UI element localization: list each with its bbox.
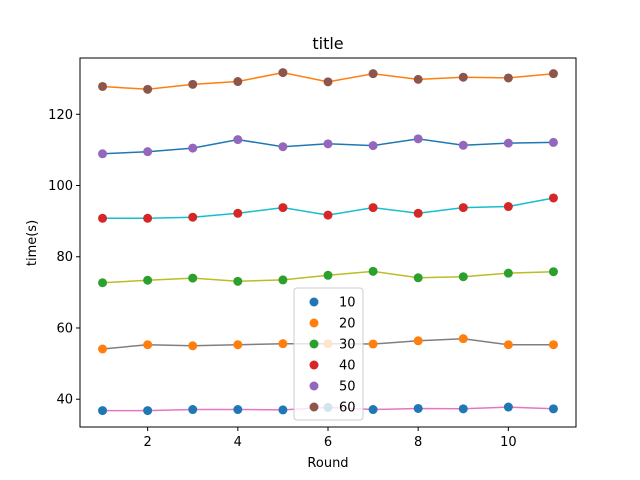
data-point-60-9 xyxy=(458,72,468,82)
data-point-30-2 xyxy=(143,275,153,285)
data-point-60-5 xyxy=(278,68,288,78)
x-tick-label-2: 2 xyxy=(143,435,151,450)
data-point-40-7 xyxy=(368,203,378,213)
y-axis-label: time(s) xyxy=(25,220,40,266)
data-point-20-10 xyxy=(503,340,513,350)
legend: 10 20 30 40 50 60 xyxy=(293,287,364,421)
legend-marker-50 xyxy=(309,381,319,391)
data-point-50-2 xyxy=(143,147,153,157)
x-tick-label-8: 8 xyxy=(414,435,422,450)
y-tick-label-80: 80 xyxy=(56,250,73,265)
legend-label-50: 50 xyxy=(339,380,356,395)
data-point-60-7 xyxy=(368,69,378,79)
data-point-40-2 xyxy=(143,213,153,223)
y-tick-label-40: 40 xyxy=(56,393,73,408)
legend-marker-30 xyxy=(309,339,319,349)
data-point-50-1 xyxy=(98,149,108,159)
data-point-20-3 xyxy=(188,341,198,351)
data-point-60-6 xyxy=(323,77,333,87)
data-point-10-11 xyxy=(548,404,558,414)
data-point-60-11 xyxy=(548,69,558,79)
data-point-50-6 xyxy=(323,139,333,149)
legend-marker-20 xyxy=(309,318,319,328)
data-point-40-10 xyxy=(503,202,513,212)
data-point-30-6 xyxy=(323,270,333,280)
data-point-30-7 xyxy=(368,266,378,276)
data-point-20-5 xyxy=(278,339,288,349)
y-tick-label-120: 120 xyxy=(48,108,73,123)
data-point-10-8 xyxy=(413,403,423,413)
data-point-10-9 xyxy=(458,404,468,414)
data-point-30-5 xyxy=(278,275,288,285)
data-point-20-11 xyxy=(548,340,558,350)
data-point-60-4 xyxy=(233,77,243,87)
legend-marker-40 xyxy=(309,360,319,370)
data-point-40-4 xyxy=(233,208,243,218)
data-point-10-5 xyxy=(278,405,288,415)
x-tick-label-4: 4 xyxy=(234,435,242,450)
data-point-40-11 xyxy=(548,193,558,203)
axes: 2 4 6 8 10 40 60 80 100 120 xyxy=(48,57,577,450)
legend-marker-60 xyxy=(309,402,319,412)
legend-label-10: 10 xyxy=(339,296,356,311)
data-point-10-7 xyxy=(368,405,378,415)
data-point-40-9 xyxy=(458,203,468,213)
data-point-40-8 xyxy=(413,208,423,218)
data-point-10-10 xyxy=(503,402,513,412)
data-point-30-8 xyxy=(413,273,423,283)
data-point-40-5 xyxy=(278,203,288,213)
data-point-50-4 xyxy=(233,135,243,145)
data-point-30-9 xyxy=(458,272,468,282)
x-tick-label-10: 10 xyxy=(500,435,517,450)
data-point-30-11 xyxy=(548,267,558,277)
x-axis-label: Round xyxy=(307,456,348,471)
data-point-60-2 xyxy=(143,84,153,94)
data-point-50-10 xyxy=(503,138,513,148)
data-point-20-8 xyxy=(413,336,423,346)
chart-title: title xyxy=(312,34,343,53)
data-point-10-4 xyxy=(233,405,243,415)
data-point-30-1 xyxy=(98,278,108,288)
data-point-20-2 xyxy=(143,340,153,350)
data-point-60-10 xyxy=(503,73,513,83)
data-point-30-4 xyxy=(233,276,243,286)
data-point-60-8 xyxy=(413,74,423,84)
data-point-20-7 xyxy=(368,339,378,349)
data-point-40-6 xyxy=(323,210,333,220)
data-point-50-9 xyxy=(458,140,468,150)
data-point-40-3 xyxy=(188,212,198,222)
data-point-50-8 xyxy=(413,134,423,144)
legend-label-20: 20 xyxy=(339,317,356,332)
data-point-50-7 xyxy=(368,141,378,151)
legend-label-40: 40 xyxy=(339,359,356,374)
data-point-40-1 xyxy=(98,213,108,223)
legend-label-30: 30 xyxy=(339,338,356,353)
data-point-20-4 xyxy=(233,340,243,350)
data-point-60-3 xyxy=(188,79,198,89)
data-point-50-3 xyxy=(188,143,198,153)
data-point-30-10 xyxy=(503,268,513,278)
data-point-60-1 xyxy=(98,81,108,91)
data-point-10-1 xyxy=(98,406,108,416)
data-point-20-1 xyxy=(98,344,108,354)
legend-marker-10 xyxy=(309,297,319,307)
data-point-20-9 xyxy=(458,334,468,344)
x-tick-label-6: 6 xyxy=(324,435,332,450)
data-point-10-3 xyxy=(188,405,198,415)
data-point-50-5 xyxy=(278,142,288,152)
data-point-50-11 xyxy=(548,137,558,147)
legend-label-60: 60 xyxy=(339,401,356,416)
y-tick-label-60: 60 xyxy=(56,321,73,336)
data-point-10-2 xyxy=(143,406,153,416)
y-tick-label-100: 100 xyxy=(48,179,73,194)
data-point-30-3 xyxy=(188,273,198,283)
